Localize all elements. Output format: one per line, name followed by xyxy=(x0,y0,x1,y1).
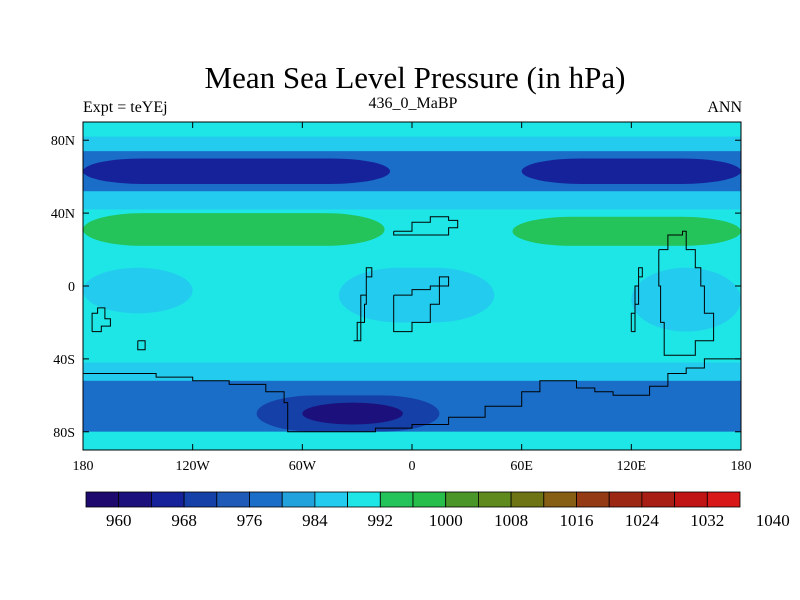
coastline-1 xyxy=(353,267,373,342)
x-tick-label: 180 xyxy=(73,459,94,474)
colorbar-swatch xyxy=(510,491,545,508)
coastline-3 xyxy=(393,216,459,236)
colorbar-swatch xyxy=(347,491,381,508)
season-label: ANN xyxy=(707,99,742,116)
coastlines xyxy=(83,216,741,433)
colorbar-label: 1000 xyxy=(429,511,463,530)
region-antarctic-core-low xyxy=(302,402,403,425)
colorbar-label: 976 xyxy=(237,511,263,530)
colorbar-label: 1032 xyxy=(690,511,724,530)
case-label: 436_0_MaBP xyxy=(368,95,458,112)
colorbar-label: 960 xyxy=(106,511,132,530)
y-tick-label: 80S xyxy=(53,426,75,441)
region-equatorial-low-central xyxy=(338,267,495,323)
region-southern-subpolar-band xyxy=(83,362,741,381)
colorbar-swatch xyxy=(183,491,218,508)
colorbar-swatch xyxy=(85,491,120,508)
colorbar-swatch xyxy=(379,491,414,508)
region-equatorial-low-west xyxy=(83,267,193,314)
x-axis: 180 120W 60W 0 60E 120E 180 xyxy=(73,122,752,474)
coastline-0 xyxy=(83,355,741,433)
colorbar-swatch xyxy=(445,491,479,508)
x-tick-label: 180 xyxy=(731,459,752,474)
region-eurasian-low xyxy=(521,158,741,184)
coastline-4 xyxy=(630,267,643,333)
coastline-2 xyxy=(393,276,450,333)
x-tick-label: 60W xyxy=(289,459,317,474)
colorbar-label: 1024 xyxy=(625,511,660,530)
y-tick-label: 40N xyxy=(51,207,75,222)
colorbar-swatch xyxy=(314,491,348,508)
colorbar-label: 1008 xyxy=(494,511,528,530)
colorbar: 960 968 976 984 992 1000 1008 1016 1024 1032 1040 xyxy=(85,491,790,530)
y-tick-label: 80N xyxy=(51,134,75,149)
x-tick-label: 120W xyxy=(176,459,211,474)
x-tick-label: 60E xyxy=(510,459,533,474)
colorbar-swatch xyxy=(543,491,577,508)
coastline-7 xyxy=(137,340,146,351)
colorbar-swatch xyxy=(477,491,512,508)
colorbar-swatch xyxy=(249,491,283,508)
y-axis: 80N 40N 0 40S 80S xyxy=(51,134,741,441)
colorbar-swatch xyxy=(576,491,610,508)
coastline-6 xyxy=(91,307,111,333)
region-pacific-atlantic-low xyxy=(83,158,391,184)
pressure-field xyxy=(83,122,741,450)
colorbar-swatch xyxy=(674,491,708,508)
colorbar-label: 1016 xyxy=(560,511,594,530)
colorbar-swatch xyxy=(216,491,250,508)
region-subtropical-high-west xyxy=(83,213,385,246)
x-tick-label: 0 xyxy=(409,459,416,474)
colorbar-swatch xyxy=(281,491,316,508)
colorbar-swatch xyxy=(608,491,643,508)
x-tick-label: 120E xyxy=(617,459,647,474)
chart-title: Mean Sea Level Pressure (in hPa) xyxy=(204,60,626,95)
colorbar-swatch xyxy=(412,491,447,508)
y-tick-label: 0 xyxy=(68,280,75,295)
coastline-5 xyxy=(658,230,715,356)
y-tick-label: 40S xyxy=(53,353,75,368)
colorbar-swatch xyxy=(706,491,741,508)
experiment-label: Expt = teYEj xyxy=(83,99,168,116)
colorbar-swatch xyxy=(150,491,185,508)
colorbar-swatch xyxy=(641,491,676,508)
region-equatorial-low-east xyxy=(631,267,741,332)
region-south-polar-band xyxy=(83,431,741,450)
region-north-polar-band xyxy=(83,122,741,141)
colorbar-label: 992 xyxy=(368,511,394,530)
colorbar-label: 968 xyxy=(171,511,197,530)
colorbar-swatch xyxy=(118,491,152,508)
colorbar-label: 984 xyxy=(302,511,328,530)
colorbar-label: 1040 xyxy=(756,511,790,530)
region-subtropical-high-east xyxy=(512,216,741,246)
